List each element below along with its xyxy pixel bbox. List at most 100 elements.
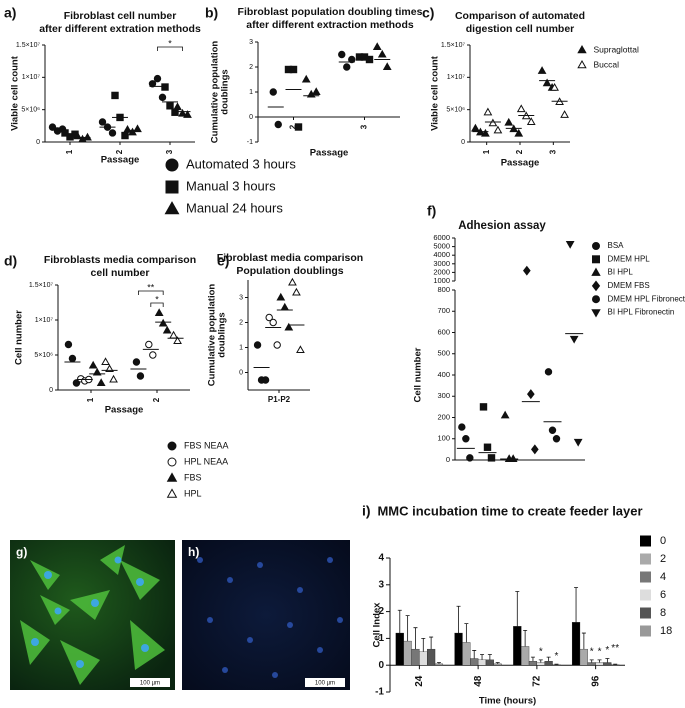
legend-marker (577, 59, 587, 69)
error-bar (429, 636, 434, 650)
data-point (274, 120, 282, 129)
bar (493, 663, 502, 666)
y-tick-label: 0 (446, 455, 450, 464)
y-axis-label: Viable cell count (10, 55, 21, 131)
data-point (487, 454, 496, 462)
legend-label: HPL (184, 488, 202, 498)
legend-label: DMEM FBS (608, 281, 650, 290)
bar (470, 658, 479, 666)
error-bar (472, 650, 477, 659)
legend-marker (167, 457, 177, 467)
legend-label: Supraglottal (594, 44, 639, 54)
data-point (158, 318, 168, 327)
x-axis-label: Time (hours) (479, 696, 536, 707)
legend-marker (577, 44, 587, 54)
significance-label: * (590, 646, 594, 657)
x-tick-label: 2 (289, 124, 298, 129)
legend-marker (592, 295, 600, 304)
data-point (483, 107, 493, 116)
data-point (273, 341, 281, 349)
x-tick-label: 96 (590, 675, 601, 687)
y-axis-label: Cumulative population (210, 41, 221, 144)
data-point (548, 426, 557, 434)
legend-marker (165, 180, 179, 194)
data-point (269, 88, 277, 96)
data-point (372, 42, 382, 51)
legend-label: DMEM HPL (608, 254, 651, 263)
y-tick-label: 1×10⁷ (35, 317, 54, 324)
x-tick-label: 72 (532, 675, 543, 687)
significance-label: * (155, 294, 159, 304)
y-tick-label: 1.5×10⁷ (29, 282, 54, 289)
panel-label: g) (16, 545, 27, 559)
data-point (544, 368, 553, 376)
data-point (288, 277, 297, 286)
legend-marker (592, 242, 600, 250)
y-tick-label: 2 (239, 319, 243, 326)
legend-label: BI HPL Fibronectin (608, 308, 675, 317)
data-point (504, 117, 514, 126)
data-point (531, 444, 539, 455)
data-point (289, 65, 298, 74)
x-tick-label: P1-P2 (268, 395, 291, 404)
y-tick-label: 2 (249, 64, 253, 71)
bar (434, 663, 444, 666)
panel-label: i) (362, 503, 371, 519)
error-bar (613, 663, 618, 665)
bar (485, 659, 494, 666)
data-point (537, 66, 547, 74)
data-point (173, 102, 182, 111)
significance-label: * (605, 645, 609, 656)
data-point (483, 443, 492, 451)
data-point (261, 376, 270, 384)
nuclei (197, 557, 343, 678)
y-axis-label: doublings (220, 69, 231, 114)
x-axis-label: Passage (501, 158, 540, 169)
data-point (338, 50, 346, 59)
x-tick-label: 3 (360, 124, 369, 129)
y-tick-label: 5×10⁶ (446, 107, 465, 114)
bar (536, 662, 545, 666)
data-point (479, 403, 488, 411)
y-tick-label: 200 (437, 412, 450, 421)
data-point (481, 128, 490, 137)
chart-title: Fibroblast population doubling times (238, 6, 423, 18)
data-point (111, 91, 119, 100)
legend-label: DMEM HPL Fibronectin (608, 294, 685, 303)
data-point (149, 351, 157, 359)
data-point (136, 372, 145, 380)
legend-marker (164, 201, 180, 215)
bar (395, 632, 404, 666)
bar (513, 626, 522, 666)
y-tick-label: 300 (437, 391, 450, 400)
bar (587, 662, 596, 666)
chart-title: cell number (91, 267, 150, 279)
x-axis-label: Passage (105, 405, 144, 416)
y-tick-label: 1 (249, 89, 253, 96)
data-point (500, 410, 510, 419)
data-point (183, 110, 192, 118)
legend-swatch (640, 553, 651, 565)
data-point (72, 379, 81, 387)
data-point (161, 83, 169, 91)
data-point (132, 358, 141, 366)
panel-label: a) (4, 5, 16, 21)
y-tick-label: 1.5×10⁷ (441, 42, 466, 49)
y-tick-label: 0 (36, 139, 40, 146)
legend-marker (591, 309, 601, 318)
legend-swatch (640, 535, 651, 547)
bar (579, 648, 588, 666)
error-bar (605, 658, 610, 663)
y-tick-label: 3 (239, 294, 243, 301)
scale-bar-box (130, 678, 170, 687)
data-point (348, 55, 356, 64)
data-point (292, 287, 301, 296)
data-point (98, 118, 107, 126)
chart-title: Fibroblast media comparison (217, 252, 363, 264)
data-point (382, 62, 392, 71)
error-bar (530, 656, 535, 662)
error-bar (421, 638, 426, 652)
data-point (516, 104, 526, 113)
data-point (471, 123, 480, 132)
bar (595, 662, 604, 666)
